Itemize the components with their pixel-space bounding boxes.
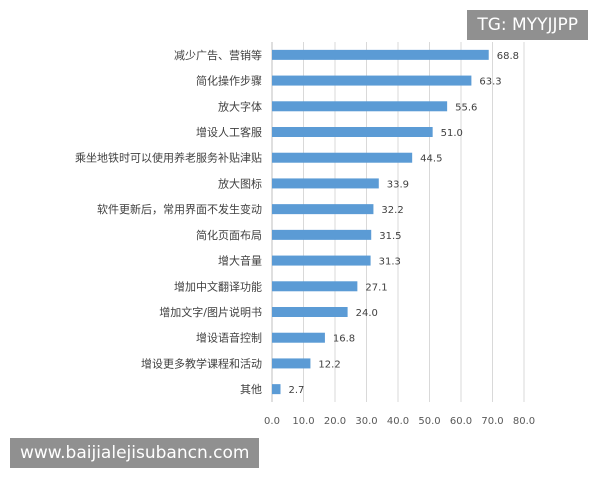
data-label: 2.7	[289, 385, 305, 396]
bar	[272, 178, 379, 189]
category-label: 放大字体	[218, 99, 262, 113]
category-label: 其他	[240, 383, 262, 396]
category-label: 简化页面布局	[196, 228, 262, 242]
data-label: 51.0	[441, 128, 463, 139]
data-label: 16.8	[333, 334, 355, 345]
category-label: 减少广告、营销等	[174, 48, 262, 62]
x-tick-label: 50.0	[418, 416, 440, 427]
bar	[272, 152, 413, 163]
bar	[272, 49, 489, 60]
data-label: 68.8	[497, 51, 519, 62]
data-label: 31.3	[379, 257, 401, 268]
category-label: 放大图标	[218, 176, 262, 190]
category-label: 增大音量	[218, 254, 262, 268]
watermark-bottom-left: www.baijialejisubancn.com	[10, 438, 260, 468]
category-label: 增设更多教学课程和活动	[141, 356, 262, 370]
data-label: 55.6	[455, 102, 477, 113]
category-label: 软件更新后，常用界面不发生变动	[97, 202, 262, 216]
category-label: 增设人工客服	[196, 125, 262, 139]
x-tick-label: 10.0	[292, 416, 314, 427]
x-tick-label: 30.0	[355, 416, 377, 427]
category-label: 增设语音控制	[196, 331, 262, 345]
data-label: 12.2	[318, 359, 340, 370]
category-label: 乘坐地铁时可以使用养老服务补贴津贴	[75, 151, 262, 165]
data-label: 63.3	[479, 77, 501, 88]
x-tick-label: 60.0	[450, 416, 472, 427]
x-tick-label: 80.0	[513, 416, 535, 427]
bar	[272, 332, 325, 343]
bar	[272, 255, 371, 266]
bar	[272, 127, 433, 137]
data-label: 27.1	[365, 282, 387, 293]
bar	[272, 204, 374, 215]
bar	[272, 101, 448, 112]
x-tick-label: 40.0	[387, 416, 409, 427]
category-label: 增加中文翻译功能	[174, 279, 262, 293]
bar	[272, 384, 281, 395]
data-label: 44.5	[420, 154, 442, 165]
category-label: 增加文字/图片说明书	[159, 305, 262, 319]
bar	[272, 358, 311, 369]
data-label: 32.2	[381, 205, 403, 216]
bar	[272, 281, 358, 292]
x-tick-label: 0.0	[264, 416, 280, 427]
x-tick-label: 70.0	[481, 416, 503, 427]
bar	[272, 75, 472, 86]
watermark-top-right: TG: MYYJJPP	[467, 10, 588, 40]
data-label: 24.0	[356, 308, 378, 319]
category-label: 简化操作步骤	[196, 74, 262, 88]
data-label: 33.9	[387, 179, 409, 190]
x-tick-label: 20.0	[324, 416, 346, 427]
bar	[272, 307, 348, 317]
data-label: 31.5	[379, 231, 401, 242]
bar	[272, 229, 372, 240]
